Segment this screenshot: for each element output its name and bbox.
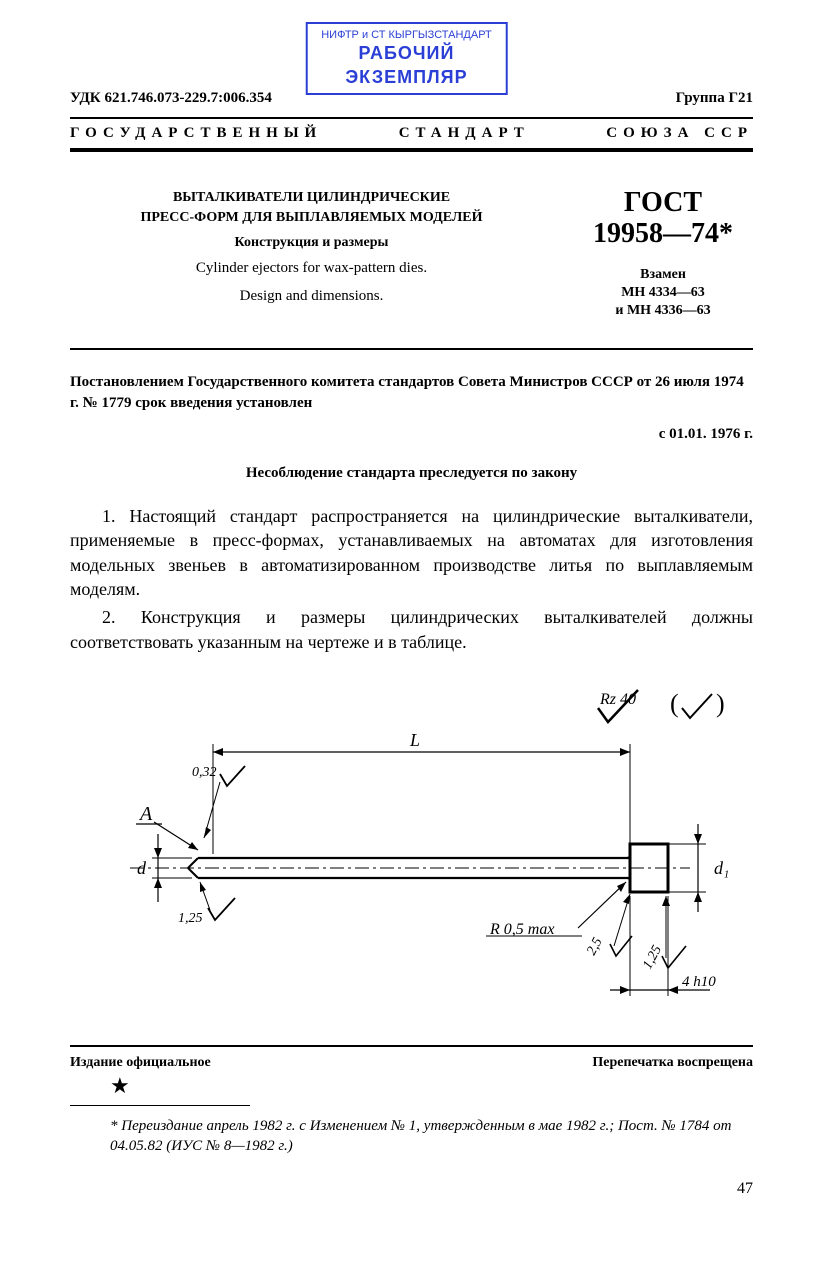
- footer-row: Издание официальное Перепечатка воспреще…: [70, 1055, 753, 1071]
- a-text: A: [138, 803, 153, 825]
- para-1: 1. Настоящий стандарт распространяется н…: [70, 504, 753, 601]
- en-line-1: Cylinder ejectors for wax-pattern dies.: [70, 259, 553, 279]
- ru-title-2: ПРЕСС-ФОРМ ДЛЯ ВЫПЛАВЛЯЕМЫХ МОДЕЛЕЙ: [70, 208, 553, 228]
- label-a: A: [136, 803, 198, 850]
- gost-num: 19958—74*: [573, 219, 753, 250]
- vzamen: Взамен МН 4334—63 и МН 4336—63: [573, 266, 753, 321]
- stamp-line1: НИФТР и СТ КЫРГЫЗСТАНДАРТ: [321, 28, 492, 42]
- page-num: 47: [70, 1180, 753, 1198]
- dim-head-width: 4 h10: [610, 896, 716, 996]
- udk: УДК 621.746.073-229.7:006.354: [70, 90, 272, 107]
- en-line-2: Design and dimensions.: [70, 287, 553, 307]
- shaft: [130, 844, 690, 892]
- decree-date: с 01.01. 1976 г.: [70, 426, 753, 443]
- radius-label: R 0,5 max: [486, 882, 626, 938]
- svg-text:(: (: [670, 689, 679, 718]
- banner-right: СОЮЗА ССР: [606, 125, 753, 142]
- vzamen-line-1: МН 4334—63: [573, 284, 753, 302]
- footer-right: Перепечатка воспрещена: [592, 1055, 753, 1071]
- warning: Несоблюдение стандарта преследуется по з…: [70, 465, 753, 482]
- footnote: * Переиздание апрель 1982 г. с Изменение…: [110, 1116, 753, 1157]
- d-text: d: [137, 858, 147, 878]
- stamp: НИФТР и СТ КЫРГЫЗСТАНДАРТ РАБОЧИЙ ЭКЗЕМП…: [305, 22, 508, 95]
- surface-symbol: Rz 40 ( ): [598, 689, 725, 722]
- para-2: 2. Конструкция и размеры цилиндрических …: [70, 605, 753, 654]
- radius-text: R 0,5 max: [489, 921, 554, 938]
- star: ★: [110, 1073, 753, 1099]
- surf-125-left: 1,25: [178, 882, 235, 926]
- footer-rule: [70, 1045, 753, 1047]
- length-label: L: [409, 730, 420, 750]
- diagram: Rz 40 ( ) L 0,32 A: [70, 674, 753, 1019]
- head-width-text: 4 h10: [682, 974, 716, 990]
- vzamen-line-2: и МН 4336—63: [573, 302, 753, 320]
- ru-sub: Конструкция и размеры: [70, 235, 553, 251]
- title-left: ВЫТАЛКИВАТЕЛИ ЦИЛИНДРИЧЕСКИЕ ПРЕСС-ФОРМ …: [70, 188, 553, 320]
- ru-title-1: ВЫТАЛКИВАТЕЛИ ЦИЛИНДРИЧЕСКИЕ: [70, 188, 553, 208]
- surf-125-right: 1,25: [640, 896, 686, 972]
- footer-left: Издание официальное: [70, 1055, 211, 1071]
- dim-length: L: [213, 730, 630, 854]
- vzamen-label: Взамен: [573, 266, 753, 284]
- group: Группа Г21: [676, 90, 753, 107]
- rule-1: [70, 348, 753, 350]
- stamp-line2: РАБОЧИЙ: [321, 42, 492, 65]
- body-text: 1. Настоящий стандарт распространяется н…: [70, 504, 753, 654]
- svg-text:): ): [716, 689, 725, 718]
- gost-label: ГОСТ: [573, 188, 753, 219]
- title-right: ГОСТ 19958—74* Взамен МН 4334—63 и МН 43…: [573, 188, 753, 320]
- dim25-text: 2,5: [584, 935, 605, 957]
- dim-25: 2,5: [584, 894, 632, 958]
- banner-left: ГОСУДАРСТВЕННЫЙ: [70, 125, 322, 142]
- title-block: ВЫТАЛКИВАТЕЛИ ЦИЛИНДРИЧЕСКИЕ ПРЕСС-ФОРМ …: [70, 188, 753, 320]
- footnote-rule: [70, 1105, 250, 1106]
- dim-d1: d₁: [668, 824, 729, 912]
- dim125r-text: 1,25: [640, 943, 665, 972]
- stamp-line3: ЭКЗЕМПЛЯР: [321, 66, 492, 89]
- banner-mid: СТАНДАРТ: [399, 125, 530, 142]
- chamfer-032: 0,32: [192, 765, 245, 838]
- banner: ГОСУДАРСТВЕННЫЙ СТАНДАРТ СОЮЗА ССР: [70, 117, 753, 152]
- d1-text: d₁: [714, 858, 729, 878]
- dim-125-left: 1,25: [178, 911, 203, 926]
- dim-032: 0,32: [192, 765, 217, 780]
- decree: Постановлением Государственного комитета…: [70, 372, 753, 414]
